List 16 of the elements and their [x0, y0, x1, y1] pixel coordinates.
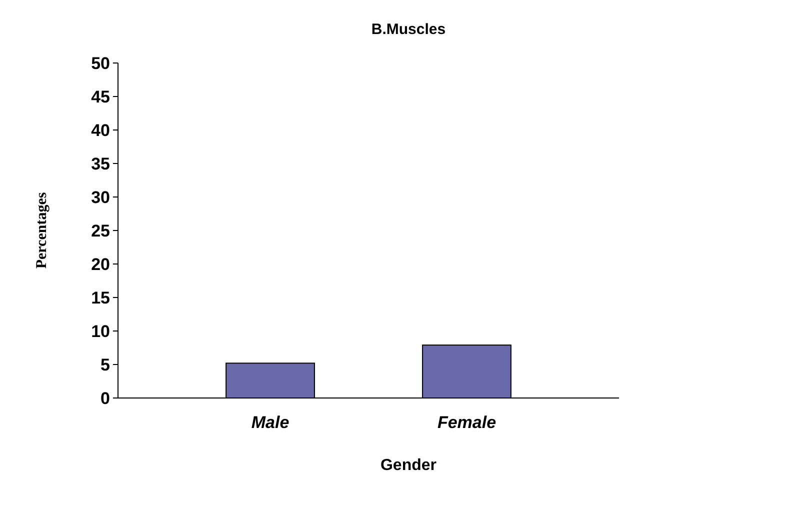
y-tick-label: 15	[91, 288, 110, 308]
y-tick-label: 40	[91, 120, 110, 140]
y-tick-label: 30	[91, 188, 110, 207]
y-tick-label: 25	[91, 221, 110, 240]
chart-title: B.Muscles	[371, 21, 446, 38]
y-axis-title: Percentages	[34, 192, 50, 269]
x-tick-label: Female	[437, 413, 496, 432]
x-axis-title: Gender	[380, 457, 437, 474]
y-tick-label: 0	[100, 388, 110, 408]
y-tick-label: 35	[91, 154, 110, 174]
y-tick-label: 50	[91, 54, 110, 73]
y-tick-label: 20	[91, 254, 110, 274]
y-tick-label: 10	[91, 322, 110, 341]
x-tick-label: Male	[251, 413, 290, 432]
y-tick-label: 45	[91, 87, 110, 106]
y-tick-label: 5	[100, 355, 110, 374]
